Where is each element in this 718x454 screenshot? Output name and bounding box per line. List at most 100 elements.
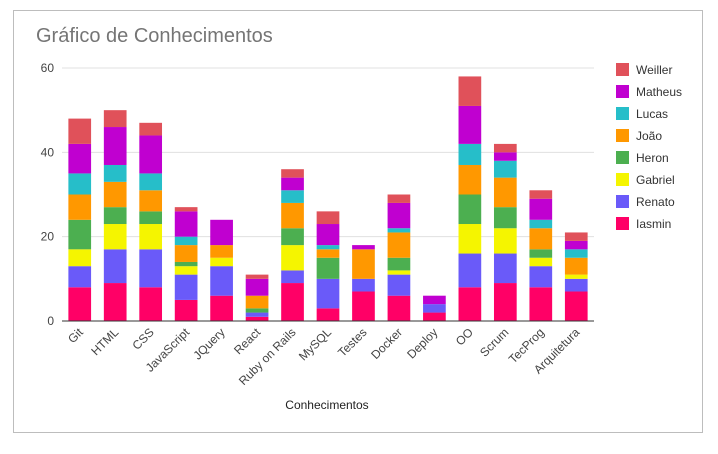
x-tick-label: Git <box>65 325 86 346</box>
bar-segment-weiller <box>493 143 517 153</box>
bar-segment-gabriel <box>174 266 198 275</box>
bar-segment-iasmin <box>174 299 198 321</box>
bar-segment-iasmin <box>281 283 304 321</box>
bar-segment-lucas <box>174 236 198 246</box>
bar-segment-gabriel <box>529 257 553 267</box>
legend-swatch <box>616 217 629 230</box>
x-tick-label: Scrum <box>477 325 511 359</box>
bar-segment-weiller <box>458 76 482 106</box>
bar-segment-iasmin <box>493 283 517 321</box>
bar-segment-lucas <box>458 143 482 165</box>
bar-segment-heron <box>174 261 198 267</box>
legend-swatch <box>616 85 629 98</box>
bar-segment-heron <box>458 194 482 225</box>
x-tick-label: HTML <box>88 325 121 358</box>
bar-segment-gabriel <box>68 249 92 267</box>
bar-segment-lucas <box>68 173 92 195</box>
bar-segment-renato <box>352 278 375 292</box>
bar-segment-iasmin <box>564 291 588 321</box>
legend-label: Lucas <box>636 107 668 121</box>
y-tick-label: 60 <box>41 61 55 75</box>
bar-segment-weiller <box>387 194 411 203</box>
y-tick-label: 0 <box>47 314 54 328</box>
bar-segment-weiller <box>139 122 163 136</box>
legend-label: Renato <box>636 195 675 209</box>
bar-segment-renato <box>423 304 446 313</box>
x-tick-label: Deploy <box>404 325 440 361</box>
y-tick-label: 40 <box>41 145 55 159</box>
bar-segment-iasmin <box>423 312 446 321</box>
bar-segment-gabriel <box>564 274 588 279</box>
bar-segment-gabriel <box>103 224 127 250</box>
bar-segment-heron <box>281 228 304 246</box>
bar-segment-weiller <box>316 211 340 225</box>
bar-segment-jo-o <box>174 245 198 262</box>
bar-segment-weiller <box>245 274 269 279</box>
bar-segment-matheus <box>281 177 304 191</box>
legend-swatch <box>616 129 629 142</box>
bar-segment-renato <box>529 266 553 288</box>
bar-segment-matheus <box>529 198 553 220</box>
bar-segment-jo-o <box>493 177 517 208</box>
legend-label: João <box>636 129 662 143</box>
bar-segment-jo-o <box>529 228 553 250</box>
bar-segment-heron <box>529 249 553 258</box>
bar-segment-iasmin <box>529 287 553 321</box>
bar-segment-renato <box>245 312 269 317</box>
bar-segment-iasmin <box>210 295 233 321</box>
x-tick-label: Docker <box>368 325 405 362</box>
x-tick-label: MySQL <box>296 325 334 363</box>
legend-label: Gabriel <box>636 173 675 187</box>
bar-segment-iasmin <box>245 316 269 321</box>
bar-segment-heron <box>316 257 340 279</box>
bar-segment-matheus <box>139 135 163 174</box>
bar-segment-jo-o <box>387 232 411 258</box>
bar-segment-renato <box>458 253 482 288</box>
bar-segment-matheus <box>458 105 482 144</box>
legend-label: Iasmin <box>636 217 671 231</box>
bar-segment-lucas <box>529 219 553 229</box>
bar-segment-jo-o <box>103 181 127 208</box>
bar-segment-renato <box>564 278 588 292</box>
bar-segment-lucas <box>139 173 163 191</box>
bar-segment-heron <box>68 219 92 250</box>
bar-segment-lucas <box>564 249 588 258</box>
bar-segment-renato <box>387 274 411 296</box>
bar-segment-jo-o <box>458 164 482 195</box>
bar-segment-heron <box>387 257 411 271</box>
bar-segment-weiller <box>103 110 127 128</box>
legend-swatch <box>616 195 629 208</box>
bar-segment-iasmin <box>103 283 127 321</box>
bar-segment-heron <box>103 207 127 225</box>
bar-segment-iasmin <box>458 287 482 321</box>
bar-segment-renato <box>103 249 127 284</box>
bar-segment-jo-o <box>352 249 375 279</box>
bar-segment-heron <box>139 211 163 225</box>
bar-segment-iasmin <box>316 308 340 321</box>
bar-segment-heron <box>245 308 269 313</box>
bar-segment-matheus <box>103 127 127 165</box>
bar-segment-jo-o <box>210 245 233 258</box>
bar-segment-matheus <box>174 211 198 237</box>
bar-segment-matheus <box>493 152 517 161</box>
bar-segment-matheus <box>316 224 340 246</box>
bar-segment-jo-o <box>316 249 340 258</box>
x-tick-label: React <box>231 325 264 358</box>
bar-segment-lucas <box>316 245 340 250</box>
legend-swatch <box>616 63 629 76</box>
bar-segment-renato <box>139 249 163 288</box>
bar-segment-gabriel <box>387 270 411 275</box>
bar-segment-iasmin <box>352 291 375 321</box>
bar-segment-heron <box>493 207 517 229</box>
x-tick-label: OO <box>453 325 476 348</box>
bar-segment-weiller <box>281 169 304 178</box>
x-axis-title: Conhecimentos <box>285 398 368 412</box>
bar-segment-lucas <box>103 164 127 182</box>
x-tick-label: CSS <box>129 325 156 352</box>
chart-card: Gráfico de Conhecimentos 0 20 40 60 Git HTML… <box>13 10 703 433</box>
legend-label: Weiller <box>636 63 672 77</box>
legend-swatch <box>616 107 629 120</box>
bar-segment-matheus <box>245 278 269 296</box>
